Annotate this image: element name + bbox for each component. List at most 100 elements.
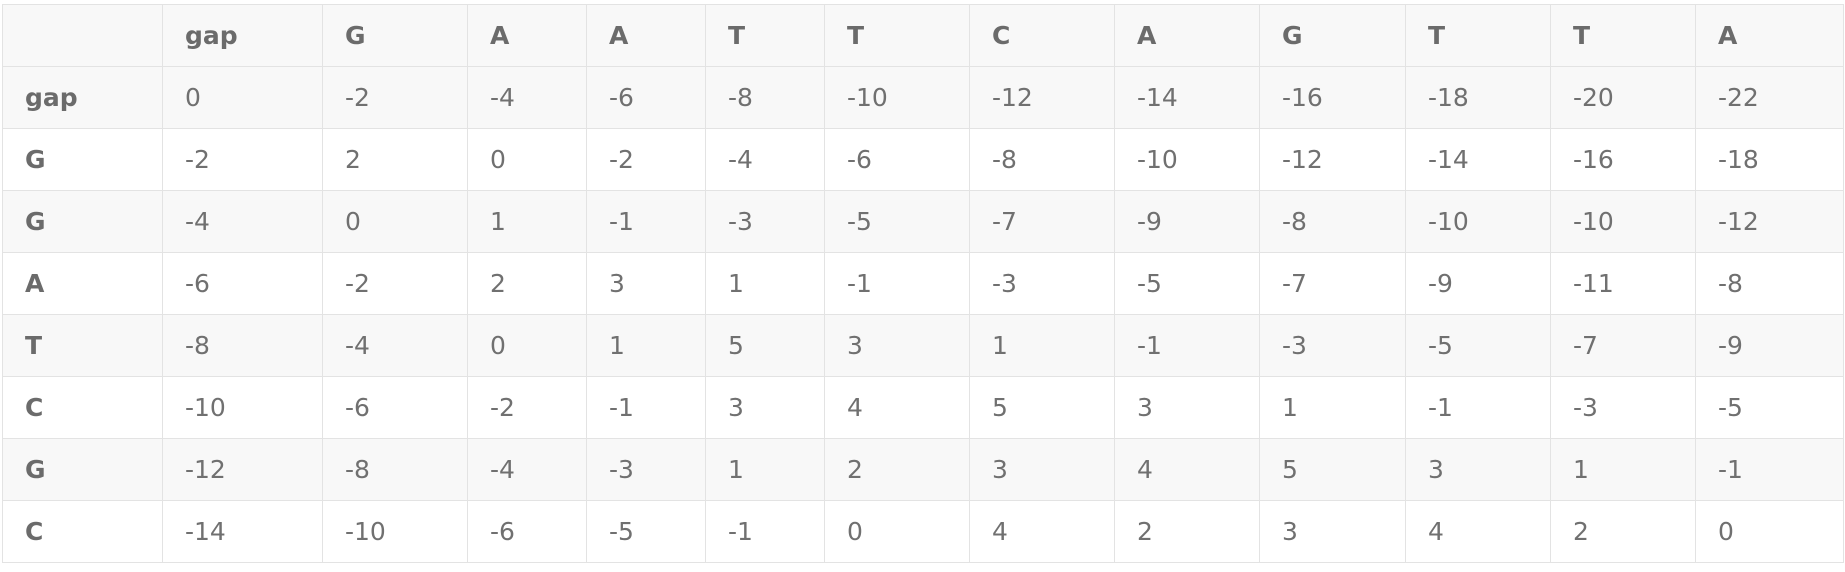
score-cell: -1 xyxy=(705,500,825,563)
score-cell: -4 xyxy=(162,190,323,253)
score-cell: 3 xyxy=(705,376,825,439)
score-cell: -1 xyxy=(824,252,970,315)
score-cell: -14 xyxy=(1405,128,1551,191)
table-row: C -14 -10 -6 -5 -1 0 4 2 3 4 2 0 xyxy=(2,500,1844,563)
score-cell: -1 xyxy=(1695,438,1844,501)
row-header: T xyxy=(2,314,163,377)
score-cell: -14 xyxy=(1114,66,1260,129)
column-header: T xyxy=(1405,4,1551,67)
score-cell: 2 xyxy=(1550,500,1696,563)
corner-cell xyxy=(2,4,163,67)
score-cell: -3 xyxy=(586,438,706,501)
row-header: A xyxy=(2,252,163,315)
score-cell: -2 xyxy=(467,376,587,439)
score-cell: 0 xyxy=(1695,500,1844,563)
score-cell: -6 xyxy=(322,376,468,439)
score-cell: -8 xyxy=(705,66,825,129)
score-cell: 5 xyxy=(969,376,1115,439)
score-cell: -8 xyxy=(162,314,323,377)
score-cell: -18 xyxy=(1405,66,1551,129)
score-cell: 2 xyxy=(322,128,468,191)
score-cell: 4 xyxy=(1405,500,1551,563)
score-cell: -12 xyxy=(969,66,1115,129)
score-cell: 1 xyxy=(467,190,587,253)
score-cell: 1 xyxy=(705,438,825,501)
score-cell: 3 xyxy=(1259,500,1406,563)
score-cell: -9 xyxy=(1695,314,1844,377)
column-header: A xyxy=(467,4,587,67)
score-cell: -7 xyxy=(1259,252,1406,315)
score-cell: -1 xyxy=(586,190,706,253)
table-row: G -4 0 1 -1 -3 -5 -7 -9 -8 -10 -10 -12 xyxy=(2,190,1844,253)
score-cell: 1 xyxy=(1550,438,1696,501)
score-cell: -10 xyxy=(1550,190,1696,253)
score-cell: -22 xyxy=(1695,66,1844,129)
score-cell: 2 xyxy=(1114,500,1260,563)
score-cell: -16 xyxy=(1259,66,1406,129)
score-cell: -16 xyxy=(1550,128,1696,191)
score-cell: -9 xyxy=(1114,190,1260,253)
score-cell: -18 xyxy=(1695,128,1844,191)
score-cell: -4 xyxy=(322,314,468,377)
table-row: A -6 -2 2 3 1 -1 -3 -5 -7 -9 -11 -8 xyxy=(2,252,1844,315)
score-cell: -6 xyxy=(824,128,970,191)
row-header: C xyxy=(2,376,163,439)
score-cell: -7 xyxy=(969,190,1115,253)
score-cell: -6 xyxy=(467,500,587,563)
score-cell: 3 xyxy=(824,314,970,377)
column-header: C xyxy=(969,4,1115,67)
score-cell: 3 xyxy=(969,438,1115,501)
score-cell: -1 xyxy=(586,376,706,439)
score-cell: -5 xyxy=(824,190,970,253)
row-header: gap xyxy=(2,66,163,129)
column-header: gap xyxy=(162,4,323,67)
score-cell: 3 xyxy=(1405,438,1551,501)
score-cell: 1 xyxy=(586,314,706,377)
score-cell: -7 xyxy=(1550,314,1696,377)
score-cell: -1 xyxy=(1114,314,1260,377)
score-cell: -3 xyxy=(1259,314,1406,377)
row-header: C xyxy=(2,500,163,563)
table-row: G -12 -8 -4 -3 1 2 3 4 5 3 1 -1 xyxy=(2,438,1844,501)
column-header: G xyxy=(322,4,468,67)
score-cell: 1 xyxy=(705,252,825,315)
score-cell: 2 xyxy=(467,252,587,315)
score-cell: -14 xyxy=(162,500,323,563)
score-cell: 4 xyxy=(969,500,1115,563)
column-header: T xyxy=(1550,4,1696,67)
table-row: T -8 -4 0 1 5 3 1 -1 -3 -5 -7 -9 xyxy=(2,314,1844,377)
column-header: A xyxy=(1695,4,1844,67)
score-cell: 3 xyxy=(1114,376,1260,439)
table-row: G -2 2 0 -2 -4 -6 -8 -10 -12 -14 -16 -18 xyxy=(2,128,1844,191)
score-cell: 0 xyxy=(322,190,468,253)
score-cell: -20 xyxy=(1550,66,1696,129)
alignment-score-table: gap G A A T T C A G T T A gap 0 -2 -4 -6 -8 -10 -12 -14 -16-… xyxy=(2,4,1844,563)
score-cell: 2 xyxy=(824,438,970,501)
score-cell: -2 xyxy=(586,128,706,191)
column-header: G xyxy=(1259,4,1406,67)
score-cell: 4 xyxy=(824,376,970,439)
score-cell: -8 xyxy=(969,128,1115,191)
score-cell: -10 xyxy=(1114,128,1260,191)
score-cell: -1 xyxy=(1405,376,1551,439)
score-cell: -10 xyxy=(1405,190,1551,253)
score-cell: 0 xyxy=(467,314,587,377)
score-cell: -3 xyxy=(1550,376,1696,439)
column-header: A xyxy=(1114,4,1260,67)
row-header: G xyxy=(2,438,163,501)
score-cell: -8 xyxy=(1259,190,1406,253)
score-cell: -8 xyxy=(322,438,468,501)
score-cell: -12 xyxy=(1695,190,1844,253)
column-header: T xyxy=(824,4,970,67)
table-row: C -10 -6 -2 -1 3 4 5 3 1 -1 -3 -5 xyxy=(2,376,1844,439)
score-cell: -5 xyxy=(1114,252,1260,315)
score-cell: -5 xyxy=(1405,314,1551,377)
score-cell: -2 xyxy=(322,252,468,315)
score-cell: -4 xyxy=(467,438,587,501)
score-cell: 0 xyxy=(467,128,587,191)
score-cell: -6 xyxy=(162,252,323,315)
score-cell: 1 xyxy=(969,314,1115,377)
column-header: T xyxy=(705,4,825,67)
score-cell: -8 xyxy=(1695,252,1844,315)
table-row: gap 0 -2 -4 -6 -8 -10 -12 -14 -16 -18 -20 -22 xyxy=(2,66,1844,129)
